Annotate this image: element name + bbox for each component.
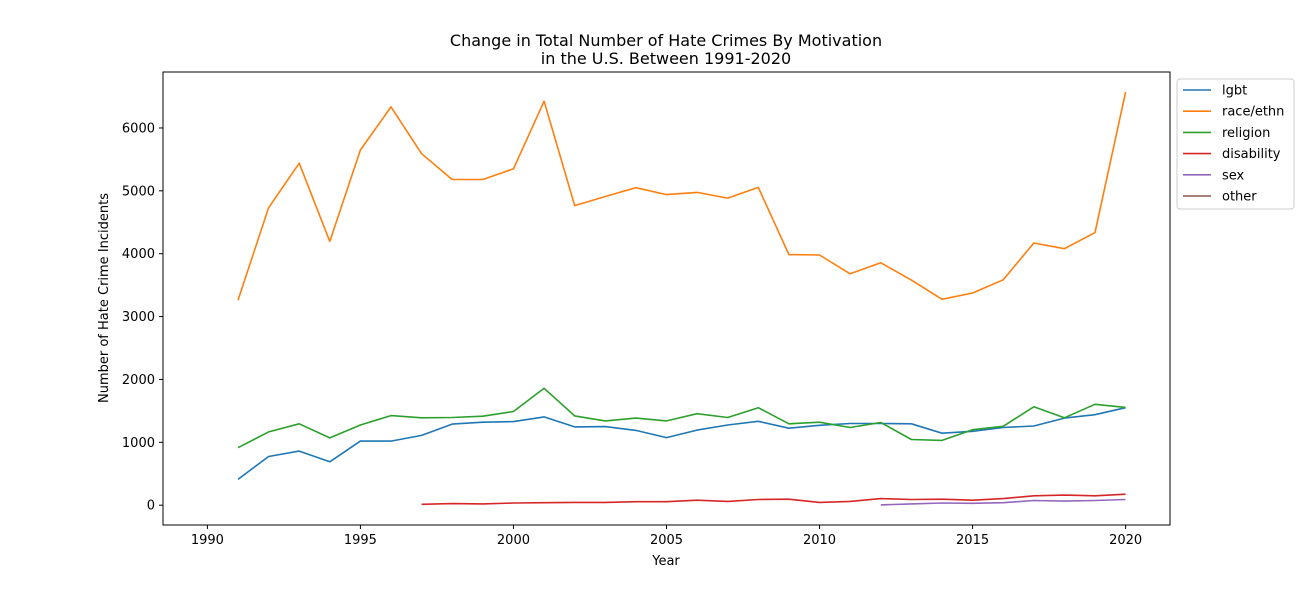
series-line-sex: [880, 498, 1126, 506]
legend-label-religion: religion: [1222, 126, 1270, 141]
series-line-religion: [237, 387, 1126, 449]
x-tick-label: 2020: [1109, 533, 1142, 548]
x-tick-label: 1995: [344, 533, 377, 548]
x-axis-label: Year: [651, 554, 680, 569]
x-tick-label: 2000: [497, 533, 530, 548]
y-tick-label: 6000: [122, 121, 155, 136]
y-tick-label: 0: [147, 499, 155, 514]
legend-label-disability: disability: [1222, 147, 1281, 162]
plot-area-frame: [162, 71, 1171, 526]
chart-title-line-2: in the U.S. Between 1991-2020: [541, 49, 791, 68]
y-axis-label: Number of Hate Crime Incidents: [97, 193, 112, 403]
y-tick-label: 2000: [122, 373, 155, 388]
legend-label-race-ethn: race/ethn: [1222, 105, 1284, 120]
chart-title-line-1: Change in Total Number of Hate Crimes By…: [450, 31, 882, 50]
legend-label-sex: sex: [1222, 168, 1245, 183]
series-line-disability: [421, 493, 1126, 506]
legend-label-lgbt: lgbt: [1222, 84, 1247, 99]
legend: lgbt race/ethn religion disability sex other: [1176, 78, 1295, 210]
y-tick-label: 4000: [122, 247, 155, 262]
x-tick-label: 2010: [803, 533, 836, 548]
series-line-lgbt: [237, 406, 1126, 481]
y-tick-label: 1000: [122, 436, 155, 451]
series-line-race-ethn: [237, 91, 1127, 301]
x-tick-label: 2015: [956, 533, 989, 548]
x-tick-label: 2005: [650, 533, 683, 548]
legend-label-other: other: [1222, 190, 1257, 205]
y-axis-ticks: 0 1000 2000 3000 4000 5000 6000: [122, 121, 163, 514]
y-tick-label: 3000: [122, 310, 155, 325]
y-tick-label: 5000: [122, 184, 155, 199]
x-tick-label: 1990: [191, 533, 224, 548]
x-axis-ticks: 1990 1995 2000 2005 2010 2015 2020: [191, 525, 1142, 548]
plot-lines: [237, 91, 1127, 506]
